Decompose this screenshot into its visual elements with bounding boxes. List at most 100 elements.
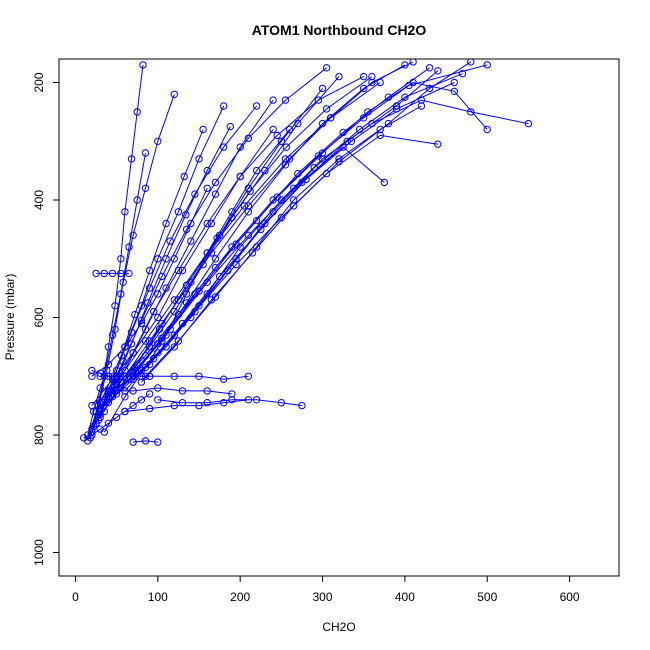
data-point — [220, 143, 228, 151]
data-point — [154, 396, 162, 404]
data-point — [141, 352, 150, 360]
data-point — [137, 378, 146, 386]
data-point — [252, 102, 261, 110]
data-point — [187, 313, 195, 322]
data-point — [211, 255, 220, 263]
data-point — [154, 255, 162, 263]
data-point — [170, 372, 179, 380]
x-axis: 0 100 200 300 400 500 600 — [72, 575, 580, 604]
data-point — [170, 331, 179, 339]
data-point — [154, 438, 162, 446]
data-point — [228, 213, 236, 222]
y-axis-title: Pressure (mbar) — [3, 274, 17, 361]
series-line-35 — [133, 440, 158, 443]
data-point — [401, 61, 409, 69]
data-point — [154, 313, 162, 322]
data-point — [162, 255, 170, 263]
data-point — [191, 307, 199, 316]
data-point — [170, 255, 179, 263]
data-point — [162, 331, 170, 339]
series-line-29 — [91, 105, 257, 433]
y-tick-label: 800 — [32, 425, 46, 445]
series-line-1 — [91, 105, 225, 430]
data-point — [290, 196, 298, 204]
data-point — [335, 155, 343, 163]
data-point — [104, 343, 113, 351]
data-point — [335, 72, 343, 81]
data-point — [467, 108, 475, 116]
data-point — [224, 266, 232, 275]
data-point — [108, 393, 117, 401]
data-point — [96, 369, 104, 377]
data-point — [269, 196, 277, 204]
data-point — [170, 90, 179, 99]
data-point — [252, 243, 261, 251]
data-point — [166, 237, 174, 245]
data-point — [252, 166, 261, 175]
data-point — [127, 340, 136, 348]
data-point — [121, 208, 129, 216]
data-point — [141, 149, 150, 157]
data-point — [458, 70, 467, 78]
data-point — [141, 184, 150, 193]
data-point — [244, 372, 253, 380]
data-point — [92, 269, 100, 278]
data-point — [182, 299, 191, 307]
data-point — [174, 296, 183, 304]
data-point — [117, 290, 125, 298]
data-point — [252, 216, 261, 225]
data-point — [104, 419, 113, 427]
data-point — [121, 343, 129, 351]
data-point — [261, 166, 269, 175]
data-point — [244, 231, 253, 240]
data-point — [187, 237, 195, 245]
x-axis-title: CH2O — [322, 620, 355, 634]
data-point — [277, 137, 286, 146]
data-point — [119, 278, 127, 286]
data-point — [154, 290, 162, 298]
data-point — [144, 299, 152, 307]
series-line-12 — [91, 188, 208, 377]
data-point — [302, 175, 310, 184]
data-point — [228, 208, 236, 216]
data-point — [277, 213, 286, 222]
data-point — [129, 387, 137, 395]
data-point — [182, 281, 191, 289]
data-point — [277, 399, 286, 407]
plot-data-layer — [80, 59, 533, 446]
data-point — [392, 105, 401, 113]
data-point — [269, 125, 277, 134]
data-point — [195, 372, 203, 380]
data-point — [252, 396, 261, 404]
series-line-28 — [145, 105, 422, 377]
chart-title: ATOM1 Northbound CH2O — [252, 22, 427, 38]
data-point — [211, 263, 220, 272]
data-point — [174, 266, 183, 275]
data-point — [483, 61, 491, 69]
data-point — [145, 337, 154, 345]
data-point — [158, 337, 166, 345]
data-point — [207, 249, 216, 257]
data-point — [244, 202, 253, 210]
data-point — [145, 343, 154, 351]
series-line-19 — [108, 146, 385, 404]
data-point — [199, 260, 207, 269]
data-point — [99, 399, 108, 407]
data-point — [232, 255, 240, 263]
data-point — [203, 278, 211, 286]
data-point — [384, 119, 393, 128]
data-point — [187, 219, 195, 228]
series-points — [80, 59, 533, 446]
data-point — [298, 401, 306, 410]
data-point — [294, 169, 302, 178]
data-point — [145, 372, 154, 380]
data-point — [112, 375, 121, 383]
series-line-27 — [112, 76, 373, 398]
data-point — [392, 102, 401, 110]
data-point — [155, 325, 164, 333]
data-point — [170, 401, 179, 410]
data-point — [322, 169, 331, 178]
data-point — [368, 72, 376, 81]
data-point — [244, 396, 253, 404]
data-point — [405, 81, 413, 90]
